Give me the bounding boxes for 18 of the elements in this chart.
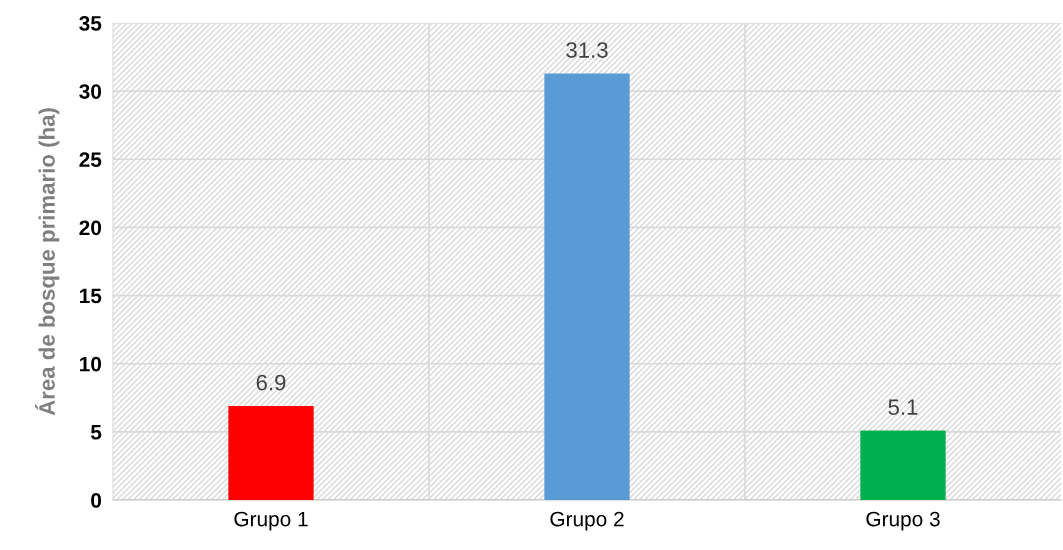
data-label: 5.1 <box>888 399 918 415</box>
y-tick-label: 30 <box>79 84 102 99</box>
x-tick-label: Grupo 1 <box>234 511 308 531</box>
bar <box>228 405 314 500</box>
bar <box>860 430 946 500</box>
y-tick-label: 5 <box>90 425 102 440</box>
data-label: 6.9 <box>256 374 286 391</box>
y-tick-label: 35 <box>79 16 102 31</box>
x-tick-label: Grupo 3 <box>866 511 940 531</box>
y-tick-label: 0 <box>91 493 102 508</box>
y-axis-title: Área de bosque primario (ha) <box>34 108 60 416</box>
x-tick-label: Grupo 2 <box>550 511 624 531</box>
data-label: 31.3 <box>566 42 608 58</box>
y-tick-label: 25 <box>79 152 102 168</box>
bar <box>544 73 630 500</box>
y-tick-label: 10 <box>80 356 102 372</box>
y-tick-label: 15 <box>80 288 102 304</box>
y-tick-label: 20 <box>79 220 102 236</box>
